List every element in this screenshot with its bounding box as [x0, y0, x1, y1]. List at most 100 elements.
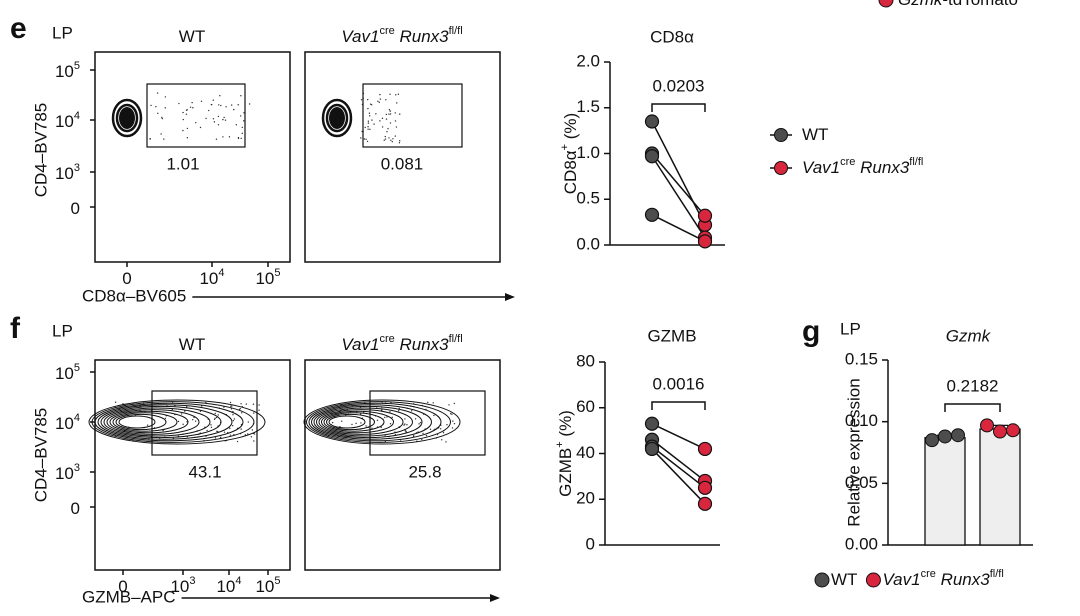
event-dot	[182, 423, 184, 426]
event-dot	[397, 93, 400, 95]
gate-percentage: 43.1	[188, 462, 221, 481]
legend-marker	[774, 128, 788, 142]
event-dot	[378, 101, 380, 104]
event-dot	[212, 118, 215, 120]
event-dot	[367, 126, 369, 128]
text-part: 0	[71, 199, 80, 218]
event-dot	[250, 436, 253, 438]
event-dot	[385, 113, 388, 116]
event-dot	[214, 417, 216, 419]
event-dot	[228, 136, 231, 138]
data-point	[980, 418, 994, 433]
event-dot	[244, 434, 247, 436]
significance-bracket	[651, 401, 706, 410]
event-dot	[386, 416, 388, 418]
pair-line	[651, 446, 706, 489]
event-dot	[394, 112, 396, 114]
event-dot	[385, 118, 388, 120]
event-dot	[450, 412, 452, 415]
event-dot	[379, 120, 381, 122]
event-dot	[389, 110, 391, 112]
event-dot	[365, 138, 367, 140]
event-dot	[366, 140, 369, 143]
plot-frame	[94, 359, 291, 571]
event-dot	[377, 100, 379, 103]
event-dot	[404, 423, 406, 425]
event-density	[111, 98, 143, 138]
event-dot	[421, 438, 423, 441]
event-dot	[394, 135, 397, 137]
event-dot	[182, 129, 184, 132]
data-point	[697, 496, 713, 511]
event-dot	[217, 124, 220, 126]
y-tick-label: 0.05	[845, 473, 878, 492]
event-dot	[240, 95, 242, 97]
superscript: 5	[274, 575, 280, 587]
event-dot	[194, 420, 197, 422]
significance-bracket	[944, 403, 1001, 412]
event-dot	[223, 116, 225, 119]
pair-line	[651, 153, 706, 217]
event-dot	[363, 138, 366, 140]
event-dot	[215, 416, 218, 419]
event-dot	[427, 401, 429, 404]
event-dot	[389, 122, 392, 124]
event-dot	[391, 416, 393, 419]
y-tick-label: 1.0	[576, 143, 600, 162]
panel-letter: g	[802, 315, 820, 348]
event-dot	[164, 417, 167, 419]
plot-frame	[94, 51, 291, 263]
event-dot	[419, 421, 422, 424]
event-dot	[371, 119, 373, 121]
event-dot	[360, 99, 363, 101]
significance-bracket	[651, 103, 706, 112]
event-contour	[100, 405, 222, 439]
y-tick-label: 60	[576, 397, 595, 416]
event-dot	[381, 126, 384, 128]
event-contour	[103, 407, 211, 437]
event-dot	[388, 137, 390, 139]
event-dot	[215, 138, 218, 140]
plot-frame	[304, 359, 501, 571]
text-part: GZMB	[556, 448, 575, 497]
pair-line	[651, 155, 706, 239]
pair-line	[651, 423, 706, 450]
x-tick-label: 103	[170, 575, 195, 597]
event-dot	[206, 429, 208, 432]
event-dot	[213, 418, 216, 421]
event-dot	[379, 93, 381, 96]
event-dot	[185, 113, 188, 115]
text-part: Vav1	[882, 570, 920, 589]
legend-marker	[865, 572, 881, 588]
event-dot	[360, 137, 362, 139]
p-value: 0.2182	[947, 376, 999, 395]
event-dot	[162, 429, 164, 432]
gate	[146, 83, 246, 148]
text-part: 0	[118, 577, 127, 596]
tissue-label: LP	[52, 23, 73, 42]
event-dot	[212, 99, 214, 101]
event-dot	[392, 138, 394, 140]
superscript: 5	[74, 362, 80, 374]
event-dot	[453, 422, 456, 425]
event-dot	[192, 107, 194, 109]
event-dot	[232, 424, 234, 427]
y-tick-label: 20	[576, 489, 595, 508]
event-dot	[213, 121, 216, 123]
event-dot	[199, 126, 202, 129]
event-dot	[385, 99, 387, 101]
plot-title: WT	[179, 335, 205, 354]
y-tick-label: 0	[71, 199, 80, 218]
event-dot	[240, 403, 242, 405]
data-point	[644, 114, 660, 129]
event-dot	[370, 104, 373, 106]
event-contour	[112, 412, 178, 432]
event-dot	[241, 132, 243, 135]
superscript: cre	[840, 156, 855, 168]
gate	[151, 390, 258, 456]
text-part: Vav1	[341, 27, 379, 46]
superscript: cre	[921, 568, 936, 580]
text-part: WT	[179, 335, 205, 354]
p-value: 0.0016	[653, 374, 705, 393]
event-dot	[253, 440, 255, 442]
